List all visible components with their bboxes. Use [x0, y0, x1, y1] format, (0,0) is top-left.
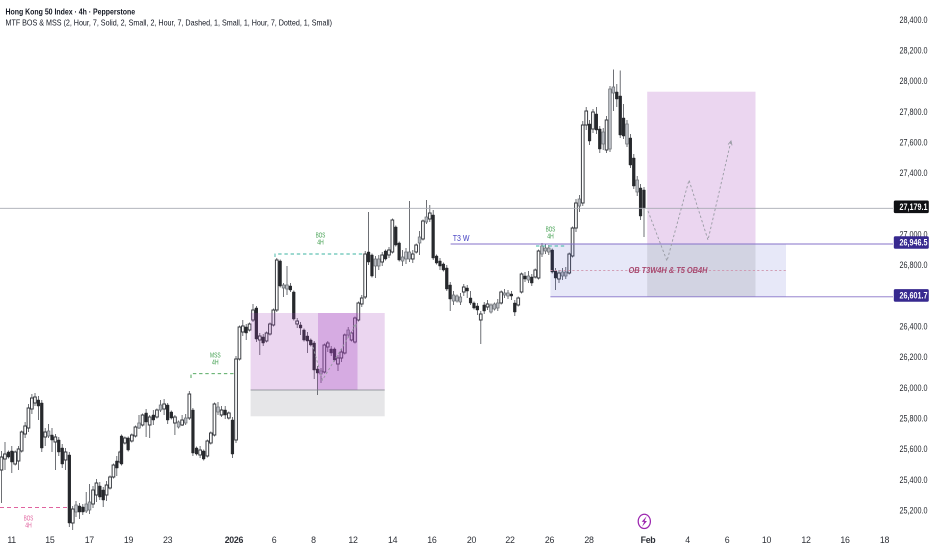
- svg-text:26: 26: [545, 535, 555, 545]
- svg-text:14: 14: [388, 535, 398, 545]
- svg-text:T3 W: T3 W: [453, 233, 471, 243]
- svg-text:25,800.0: 25,800.0: [900, 414, 928, 424]
- svg-text:4H: 4H: [25, 523, 32, 530]
- svg-text:20: 20: [467, 535, 477, 545]
- svg-text:4H: 4H: [547, 234, 554, 241]
- svg-text:11: 11: [7, 535, 16, 545]
- svg-text:28: 28: [584, 535, 594, 545]
- svg-text:25,200.0: 25,200.0: [900, 505, 928, 515]
- svg-text:Hong Kong 50 Index · 4h · Pepp: Hong Kong 50 Index · 4h · Pepperstone: [6, 6, 136, 16]
- svg-text:MSS: MSS: [210, 353, 221, 360]
- svg-text:4H: 4H: [317, 239, 324, 246]
- svg-text:25,400.0: 25,400.0: [900, 475, 928, 485]
- svg-text:27,000.0: 27,000.0: [900, 230, 928, 240]
- svg-text:22: 22: [505, 535, 515, 545]
- svg-text:Feb: Feb: [641, 535, 657, 545]
- svg-text:26,601.7: 26,601.7: [900, 291, 928, 301]
- svg-text:12: 12: [348, 535, 358, 545]
- svg-text:23: 23: [163, 535, 173, 545]
- svg-text:27,800.0: 27,800.0: [900, 107, 928, 117]
- svg-text:19: 19: [124, 535, 134, 545]
- svg-text:BOS: BOS: [24, 516, 34, 523]
- svg-text:8: 8: [311, 535, 316, 545]
- svg-text:26,000.0: 26,000.0: [900, 383, 928, 393]
- svg-text:26,200.0: 26,200.0: [900, 352, 928, 362]
- svg-text:26,400.0: 26,400.0: [900, 322, 928, 332]
- svg-text:15: 15: [45, 535, 55, 545]
- svg-text:16: 16: [427, 535, 437, 545]
- svg-text:27,179.1: 27,179.1: [900, 202, 928, 212]
- svg-text:BOS: BOS: [316, 232, 326, 239]
- svg-text:27,600.0: 27,600.0: [900, 138, 928, 148]
- svg-text:10: 10: [762, 535, 772, 545]
- svg-text:OB T3W4H & T5 OB4H: OB T3W4H & T5 OB4H: [629, 265, 709, 275]
- svg-text:26,800.0: 26,800.0: [900, 260, 928, 270]
- svg-text:16: 16: [840, 535, 850, 545]
- svg-text:25,600.0: 25,600.0: [900, 444, 928, 454]
- svg-text:6: 6: [725, 535, 730, 545]
- svg-text:26,946.5: 26,946.5: [900, 238, 928, 248]
- svg-text:28,200.0: 28,200.0: [900, 46, 928, 56]
- svg-text:17: 17: [85, 535, 95, 545]
- svg-text:MTF BOS & MSS (2, Hour, 7, Sol: MTF BOS & MSS (2, Hour, 7, Solid, 2, Sma…: [6, 18, 333, 28]
- svg-text:4H: 4H: [212, 360, 219, 367]
- svg-text:28,000.0: 28,000.0: [900, 76, 928, 86]
- svg-text:28,400.0: 28,400.0: [900, 15, 928, 25]
- svg-text:6: 6: [272, 535, 277, 545]
- svg-text:4: 4: [685, 535, 690, 545]
- svg-text:12: 12: [801, 535, 811, 545]
- svg-text:18: 18: [880, 535, 890, 545]
- svg-text:2026: 2026: [225, 535, 244, 545]
- svg-text:BOS: BOS: [546, 227, 556, 234]
- svg-text:27,400.0: 27,400.0: [900, 168, 928, 178]
